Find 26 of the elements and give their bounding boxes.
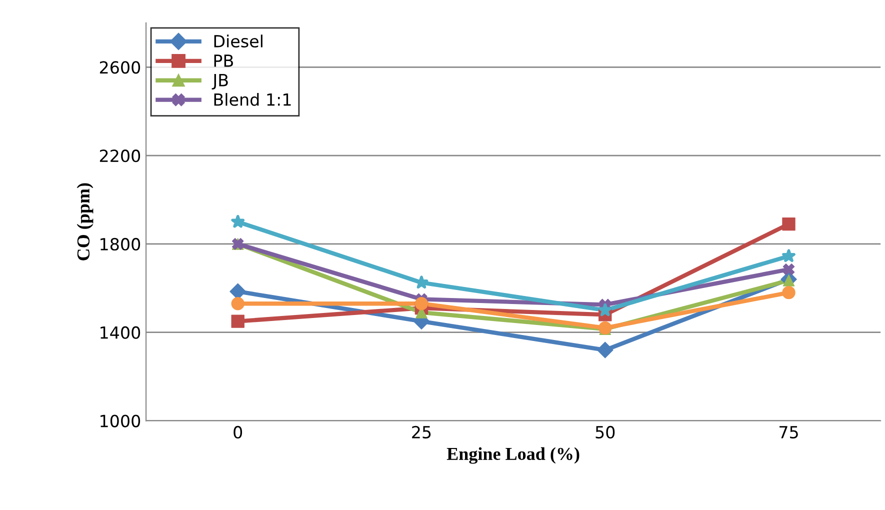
point xyxy=(782,286,796,300)
x-tick-label: 50 xyxy=(596,426,615,439)
legend-label: Blend 1:1 xyxy=(214,93,291,106)
point xyxy=(414,276,428,289)
point xyxy=(782,249,796,262)
point xyxy=(598,303,612,316)
y-tick-label: 1000 xyxy=(100,414,140,428)
legend-label: Diesel xyxy=(214,34,262,48)
point xyxy=(782,263,795,276)
point xyxy=(231,297,244,310)
y-tick-label: 2200 xyxy=(100,150,140,162)
y-tick-label: 1400 xyxy=(100,326,140,339)
x-tick-label: 25 xyxy=(412,426,431,439)
x-tick-label: 75 xyxy=(780,426,798,439)
point xyxy=(231,314,244,328)
x-tick-label: 0 xyxy=(234,426,242,439)
legend-label: JB xyxy=(212,74,228,90)
legend-label: PB xyxy=(214,54,233,67)
y-axis-title: CO (ppm) xyxy=(76,183,94,260)
x-axis-title: Engine Load (%) xyxy=(446,447,580,464)
point xyxy=(782,217,796,231)
point xyxy=(414,297,428,310)
y-tick-label: 2600 xyxy=(100,61,140,74)
y-tick-label: 1800 xyxy=(100,238,140,251)
point xyxy=(231,214,245,228)
point xyxy=(596,342,614,358)
